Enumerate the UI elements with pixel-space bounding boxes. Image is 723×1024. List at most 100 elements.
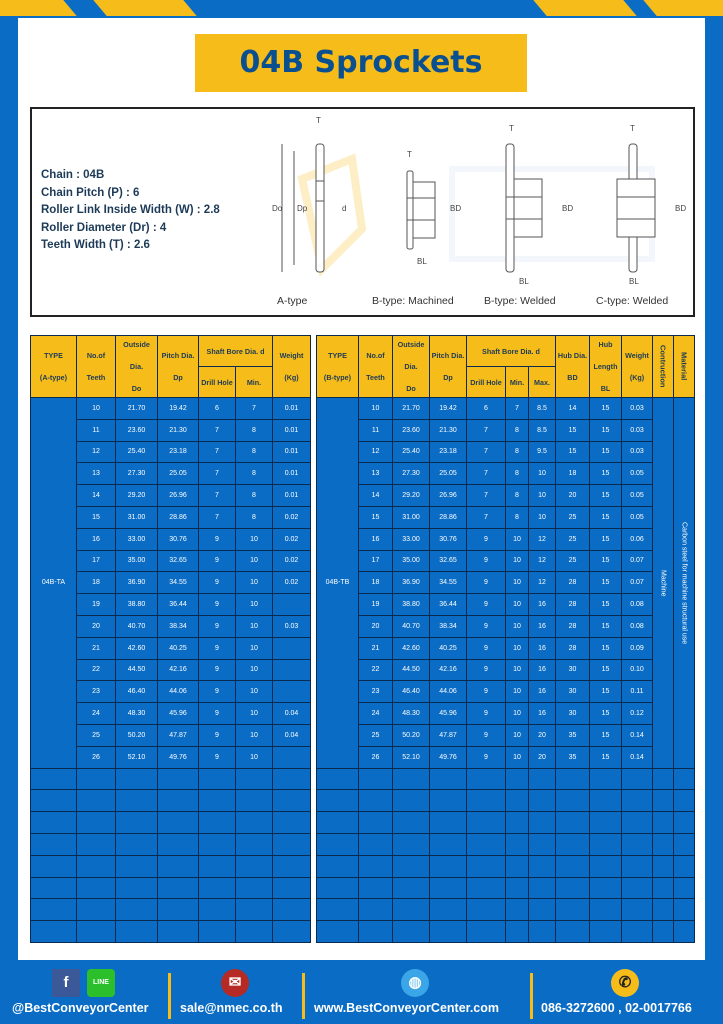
label-t: T	[630, 124, 635, 133]
empty-cell	[358, 920, 393, 943]
empty-cell	[316, 876, 359, 900]
spec-roller-width: Roller Link Inside Width (W) : 2.8	[41, 204, 220, 216]
min-bore-cell: 10	[505, 614, 529, 638]
weight-cell: 0.11	[621, 680, 653, 704]
email-link[interactable]: sale@nmec.co.th	[180, 1001, 283, 1015]
hub-length-cell: 15	[589, 723, 622, 747]
outside-dia-cell: 23.60	[115, 418, 158, 442]
header-pitch-dia: Pitch Dia. Dp	[157, 335, 199, 398]
teeth-cell: 10	[76, 397, 116, 420]
empty-cell	[234, 854, 274, 878]
empty-cell	[505, 920, 529, 943]
empty-cell	[652, 898, 674, 922]
label-bd: BD	[450, 204, 461, 213]
drill-hole-cell: 7	[466, 505, 506, 529]
b-welded-drawing	[505, 143, 543, 273]
table-row: 18 36.90 34.55 9 10 12 28 15 0.07	[317, 571, 695, 595]
empty-cell	[157, 767, 199, 791]
empty-row	[316, 854, 695, 878]
empty-cell	[621, 811, 653, 834]
min-bore-cell: 8	[234, 440, 274, 464]
type-cell: 04B-TA	[30, 397, 77, 769]
pitch-dia-cell: 34.55	[157, 571, 199, 595]
table-row: 14 29.20 26.96 7 8 10 20 15 0.05	[317, 484, 695, 507]
teeth-cell: 24	[358, 702, 393, 725]
email-icon[interactable]: ✉	[221, 969, 249, 997]
outside-dia-cell: 40.70	[115, 614, 158, 638]
empty-cell	[505, 854, 529, 878]
empty-cell	[652, 920, 674, 943]
empty-cell	[555, 811, 590, 834]
globe-icon[interactable]: ◍	[401, 969, 429, 997]
min-bore-cell: 7	[505, 397, 529, 420]
pitch-dia-cell: 23.18	[157, 440, 199, 464]
empty-cell	[198, 832, 236, 856]
header-weight: Weight (Kg)	[272, 335, 312, 398]
empty-cell	[589, 898, 622, 922]
pitch-dia-cell: 36.44	[157, 593, 199, 616]
empty-cell	[115, 767, 158, 791]
drill-hole-cell: 9	[466, 614, 506, 638]
weight-cell	[272, 658, 312, 682]
table-row: 16 33.00 30.76 9 10 0.02	[31, 527, 312, 551]
empty-cell	[316, 789, 359, 813]
teeth-cell: 12	[76, 440, 116, 464]
phone-icon[interactable]: ✆	[611, 969, 639, 997]
min-bore-cell: 10	[234, 745, 274, 769]
empty-cell	[198, 898, 236, 922]
outside-dia-cell: 52.10	[115, 745, 158, 769]
drill-hole-cell: 6	[198, 397, 236, 420]
hub-length-cell: 15	[589, 484, 622, 507]
empty-cell	[76, 767, 116, 791]
phone-numbers[interactable]: 086-3272600 , 02-0017766	[541, 1001, 692, 1015]
teeth-cell: 18	[358, 571, 393, 595]
teeth-cell: 16	[76, 527, 116, 551]
empty-cell	[76, 898, 116, 922]
pitch-dia-cell: 47.87	[157, 723, 199, 747]
weight-cell: 0.02	[272, 571, 312, 595]
weight-cell: 0.07	[621, 571, 653, 595]
outside-dia-cell: 38.80	[115, 593, 158, 616]
b-machined-drawing	[406, 170, 436, 250]
empty-row	[30, 920, 312, 943]
empty-row	[30, 854, 312, 878]
weight-cell: 0.04	[272, 723, 312, 747]
drill-hole-cell: 7	[198, 418, 236, 442]
table-row: 15 31.00 28.86 7 8 10 25 15 0.05	[317, 505, 695, 529]
empty-cell	[589, 767, 622, 791]
empty-cell	[528, 811, 556, 834]
teeth-cell: 23	[76, 680, 116, 704]
empty-cell	[528, 789, 556, 813]
hub-length-cell: 15	[589, 571, 622, 595]
empty-cell	[316, 811, 359, 834]
label-bd: BD	[562, 204, 573, 213]
drill-hole-cell: 7	[466, 418, 506, 442]
weight-cell: 0.07	[621, 549, 653, 573]
header-weight: Weight (Kg)	[621, 335, 653, 398]
empty-cell	[528, 767, 556, 791]
min-bore-cell: 10	[234, 571, 274, 595]
table-row: 11 23.60 21.30 7 8 8.5 15 15 0.03	[317, 418, 695, 442]
max-bore-cell: 10	[528, 462, 556, 486]
empty-row	[30, 832, 312, 856]
pitch-dia-cell: 49.76	[429, 745, 467, 769]
social-handle[interactable]: @BestConveyorCenter	[12, 1001, 149, 1015]
max-bore-cell: 12	[528, 549, 556, 573]
table-row: 19 38.80 36.44 9 10	[31, 593, 312, 616]
table-row: 25 50.20 47.87 9 10 0.04	[31, 723, 312, 747]
line-icon[interactable]: LINE	[87, 969, 115, 997]
table-row: 25 50.20 47.87 9 10 20 35 15 0.14	[317, 723, 695, 747]
empty-cell	[76, 832, 116, 856]
weight-cell: 0.14	[621, 723, 653, 747]
empty-cell	[673, 767, 695, 791]
pitch-dia-cell: 26.96	[429, 484, 467, 507]
website-link[interactable]: www.BestConveyorCenter.com	[314, 1001, 500, 1015]
pitch-dia-cell: 36.44	[429, 593, 467, 616]
empty-row	[316, 832, 695, 856]
facebook-icon[interactable]: f	[52, 969, 80, 997]
chain-specs: Chain : 04B Chain Pitch (P) : 6 Roller L…	[41, 167, 220, 255]
empty-cell	[157, 920, 199, 943]
outside-dia-cell: 46.40	[392, 680, 430, 704]
table-row: 20 40.70 38.34 9 10 16 28 15 0.08	[317, 614, 695, 638]
hub-length-cell: 15	[589, 658, 622, 682]
